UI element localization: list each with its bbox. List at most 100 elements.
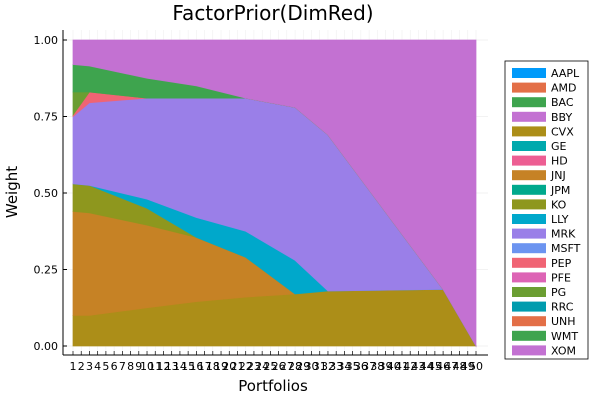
x-tick-label: 5: [102, 360, 109, 373]
x-tick-label: 7: [119, 360, 126, 373]
legend-label-ko: KO: [551, 198, 567, 211]
x-tick-label: 10: [140, 360, 154, 373]
y-tick-label: 0.25: [34, 264, 59, 277]
legend-label-pg: PG: [551, 286, 566, 299]
x-tick-label: 3: [86, 360, 93, 373]
x-tick-label: 40: [387, 360, 401, 373]
legend-swatch-bby: [512, 111, 546, 122]
y-axis-title: Weight: [3, 166, 21, 218]
legend-label-msft: MSFT: [551, 242, 581, 255]
x-tick-label: 30: [305, 360, 319, 373]
y-tick-label: 0.00: [34, 340, 59, 353]
x-tick-label: 28: [288, 360, 302, 373]
legend-swatch-jnj: [512, 170, 546, 181]
legend-swatch-xom: [512, 345, 546, 356]
legend-swatch-cvx: [512, 126, 546, 137]
x-tick-label: 35: [346, 360, 360, 373]
legend-swatch-hd: [512, 155, 546, 166]
x-tick-label: 37: [362, 360, 376, 373]
legend-label-rrc: RRC: [551, 301, 574, 314]
legend-swatch-msft: [512, 243, 546, 254]
legend-label-jpm: JPM: [550, 184, 570, 197]
legend-swatch-unh: [512, 316, 546, 327]
legend-label-unh: UNH: [551, 315, 576, 328]
x-tick-label: 26: [272, 360, 286, 373]
legend-swatch-wmt: [512, 330, 546, 341]
legend-box: [504, 60, 589, 360]
x-tick-label: 20: [222, 360, 236, 373]
x-tick-label: 45: [428, 360, 442, 373]
x-tick-label: 17: [198, 360, 212, 373]
x-tick-label: 41: [395, 360, 409, 373]
area-xom: [72, 39, 477, 348]
x-ticks: 1 2 3 4 5 6 7 8 91011121314151617181920212223242…: [70, 351, 483, 373]
x-tick-label: 33: [329, 360, 343, 373]
legend-swatch-aapl: [512, 68, 546, 78]
x-tick-label: 43: [411, 360, 425, 373]
x-tick-label: 23: [247, 360, 261, 373]
x-tick-label: 39: [379, 360, 393, 373]
legend-label-bac: BAC: [551, 96, 574, 109]
x-tick-label: 50: [469, 360, 483, 373]
y-tick-label: 1.00: [34, 34, 59, 47]
x-tick-label: 46: [436, 360, 450, 373]
y-ticks: 0.00 0.25 0.50 0.75 1.00: [34, 34, 67, 353]
legend-label-amd: AMD: [551, 82, 577, 95]
x-tick-label: 11: [148, 360, 162, 373]
x-tick-label: 13: [165, 360, 179, 373]
x-axis-title: Portfolios: [238, 377, 308, 395]
x-tick-label: 6: [111, 360, 118, 373]
x-tick-label: 36: [354, 360, 368, 373]
x-tick-label: 31: [313, 360, 327, 373]
x-tick-label: 22: [239, 360, 253, 373]
x-tick-label: 2: [78, 360, 85, 373]
x-tick-label: 14: [173, 360, 187, 373]
x-tick-label: 42: [403, 360, 417, 373]
legend-swatch-pg: [512, 287, 546, 297]
x-tick-label: 25: [263, 360, 277, 373]
legend-swatch-jpm: [512, 184, 546, 195]
x-tick-label: 38: [370, 360, 384, 373]
legend-label-jnj: JNJ: [550, 169, 566, 182]
x-tick-label: 44: [420, 360, 434, 373]
legend-swatch-ko: [512, 199, 546, 210]
x-tick-label: 21: [230, 360, 244, 373]
legend-label-aapl: AAPL: [551, 67, 580, 80]
legend-swatch-pep: [512, 257, 546, 268]
legend-swatch-bac: [512, 97, 546, 108]
legend-swatch-mrk: [512, 228, 546, 239]
legend-label-lly: LLY: [551, 213, 569, 226]
x-tick-label: 48: [453, 360, 467, 373]
chart-title: FactorPrior(DimRed): [172, 1, 373, 25]
legend-swatch-amd: [512, 82, 546, 93]
x-tick-label: 18: [206, 360, 220, 373]
legend-label-pep: PEP: [551, 257, 572, 270]
legend-label-ge: GE: [551, 140, 567, 153]
x-tick-label: 12: [156, 360, 170, 373]
legend-label-xom: XOM: [551, 344, 576, 357]
legend-swatch-ge: [512, 141, 546, 151]
x-tick-label: 32: [321, 360, 335, 373]
x-tick-label: 15: [181, 360, 195, 373]
x-tick-label: 24: [255, 360, 269, 373]
legend-label-pfe: PFE: [551, 271, 571, 284]
legend-label-mrk: MRK: [551, 228, 576, 241]
y-tick-label: 0.75: [34, 111, 59, 124]
x-tick-label: 19: [214, 360, 228, 373]
legend-swatch-pfe: [512, 272, 546, 283]
legend-swatch-lly: [512, 214, 546, 224]
x-tick-label: 8: [127, 360, 134, 373]
x-tick-label: 49: [461, 360, 475, 373]
legend-label-bby: BBY: [551, 111, 572, 124]
legend-label-hd: HD: [551, 155, 568, 168]
x-tick-label: 34: [337, 360, 351, 373]
legend-label-wmt: WMT: [551, 330, 578, 343]
y-tick-label: 0.50: [34, 187, 59, 200]
x-tick-label: 9: [135, 360, 142, 373]
stacked-areas: [72, 39, 477, 348]
x-tick-label: 27: [280, 360, 294, 373]
x-tick-label: 1: [70, 360, 77, 373]
legend-label-cvx: CVX: [551, 125, 574, 138]
